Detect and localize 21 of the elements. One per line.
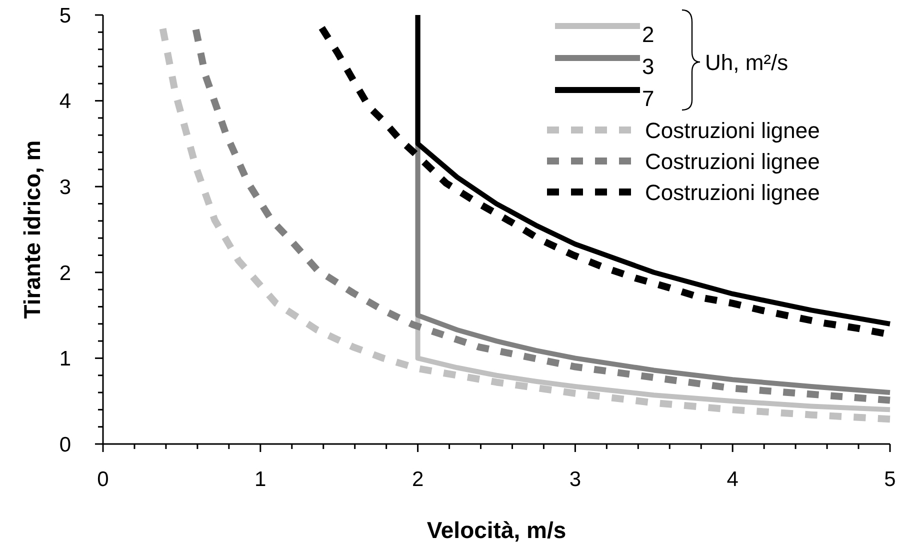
legend-label: 2 bbox=[642, 22, 654, 47]
y-tick-label: 0 bbox=[59, 433, 71, 456]
legend-label: 7 bbox=[642, 86, 654, 111]
legend-label: Costruzioni lignee bbox=[645, 180, 820, 205]
y-tick-label: 5 bbox=[59, 4, 71, 28]
y-tick-label: 3 bbox=[59, 176, 71, 199]
legend-label: Costruzioni lignee bbox=[645, 149, 820, 174]
legend-label: 3 bbox=[642, 54, 654, 79]
legend-label: Costruzioni lignee bbox=[645, 118, 820, 143]
x-axis-title: Velocità, m/s bbox=[426, 517, 566, 543]
legend-title: Uh, m²/s bbox=[705, 50, 788, 75]
x-tick-label: 5 bbox=[884, 468, 896, 491]
x-tick-label: 0 bbox=[97, 468, 109, 491]
y-tick-label: 1 bbox=[59, 348, 71, 371]
y-tick-label: 4 bbox=[59, 90, 72, 114]
x-tick-label: 4 bbox=[726, 468, 739, 491]
y-tick-label: 2 bbox=[59, 262, 71, 285]
x-tick-label: 1 bbox=[254, 468, 266, 491]
y-axis-title: Tirante idrico, m bbox=[19, 140, 45, 319]
x-tick-label: 3 bbox=[569, 468, 582, 491]
x-tick-label: 2 bbox=[412, 468, 424, 491]
